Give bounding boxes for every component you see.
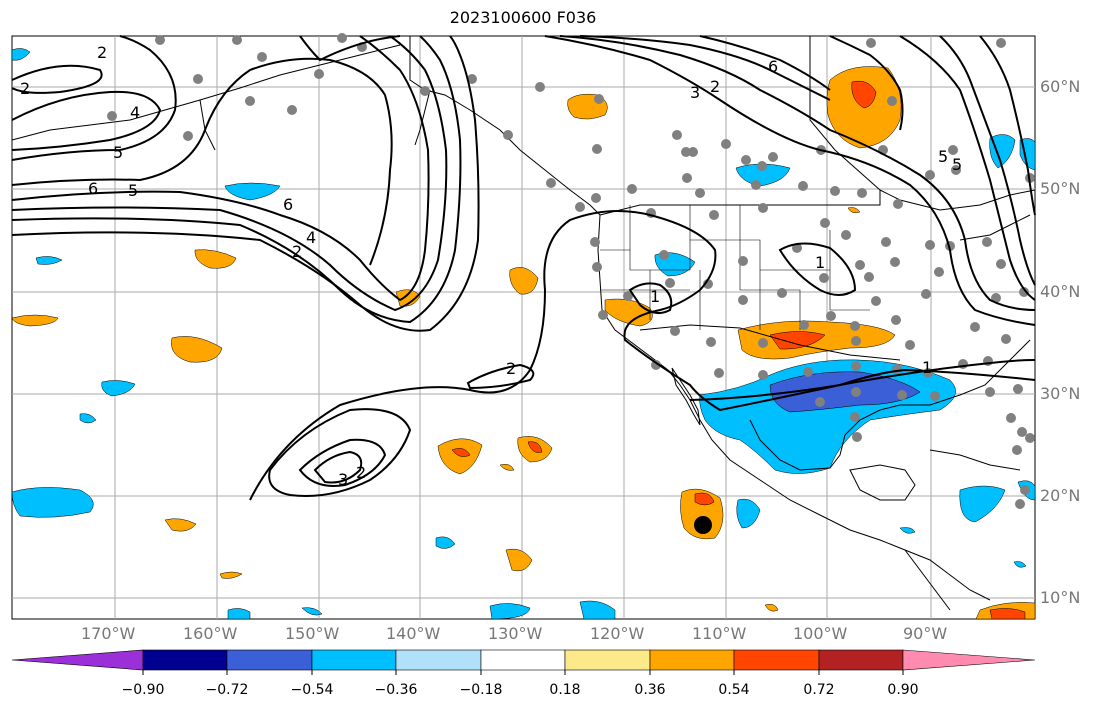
contour-lines bbox=[11, 35, 1036, 501]
contour-label: 5 bbox=[952, 155, 962, 174]
colorbar-segment bbox=[564, 649, 651, 671]
colorbar-segment bbox=[142, 649, 228, 671]
positive-shading bbox=[11, 66, 1036, 620]
lon-label: 160°W bbox=[183, 624, 238, 643]
contour-label: 2 bbox=[506, 359, 516, 378]
lon-label: 110°W bbox=[692, 624, 747, 643]
contour-label: 1 bbox=[650, 287, 660, 306]
contour-label: 5 bbox=[128, 181, 138, 200]
lon-label: 90°W bbox=[903, 624, 948, 643]
lat-label: 60°N bbox=[1040, 77, 1081, 96]
station-markers bbox=[107, 33, 1035, 509]
colorbar-tick-label: 0.72 bbox=[803, 682, 835, 698]
colorbar-tick-label: −0.72 bbox=[205, 682, 249, 698]
colorbar-segment bbox=[395, 649, 482, 671]
lat-label: 40°N bbox=[1040, 282, 1081, 301]
lat-label: 10°N bbox=[1040, 588, 1081, 607]
colorbar-tick-label: 0.54 bbox=[718, 682, 750, 698]
contour-label: 6 bbox=[768, 57, 778, 76]
lon-label: 130°W bbox=[488, 624, 543, 643]
contour-label: 6 bbox=[88, 179, 98, 198]
page-title: 2023100600 F036 bbox=[449, 8, 597, 27]
contour-label: 2 bbox=[292, 242, 302, 261]
colorbar-tick-label: −0.18 bbox=[459, 682, 503, 698]
colorbar-segment bbox=[649, 649, 735, 671]
lon-label: 100°W bbox=[793, 624, 848, 643]
colorbar-segment bbox=[733, 649, 820, 671]
contour-label: 2 bbox=[20, 79, 30, 98]
contour-label: 2 bbox=[710, 77, 720, 96]
colorbar-segment bbox=[311, 649, 397, 671]
contour-label: 4 bbox=[130, 103, 140, 122]
storm-center-marker bbox=[694, 516, 712, 534]
colorbar-tick-label: 0.90 bbox=[887, 682, 919, 698]
lon-label: 170°W bbox=[81, 624, 136, 643]
contour-label: 2 bbox=[97, 43, 107, 62]
colorbar-tick-label: −0.36 bbox=[374, 682, 418, 698]
contour-label: 5 bbox=[113, 143, 123, 162]
colorbar-segment bbox=[480, 649, 566, 671]
contour-label: 4 bbox=[306, 228, 316, 247]
colorbar-tick-label: 0.18 bbox=[549, 682, 581, 698]
contour-label-group: 2 4 5 6 5 2 6 4 2 3 2 6 5 1 1 2 3 2 1 5 bbox=[20, 43, 962, 489]
colorbar-ticks bbox=[142, 670, 904, 675]
colorbar bbox=[11, 649, 1036, 671]
colorbar-segment bbox=[818, 649, 904, 671]
contour-label: 6 bbox=[283, 195, 293, 214]
colorbar-tick-label: 0.36 bbox=[634, 682, 666, 698]
state-borders bbox=[600, 205, 870, 330]
lat-label: 20°N bbox=[1040, 486, 1081, 505]
lon-label: 120°W bbox=[590, 624, 645, 643]
contour-label: 5 bbox=[938, 147, 948, 166]
lat-label: 50°N bbox=[1040, 179, 1081, 198]
colorbar-tick-label: −0.54 bbox=[290, 682, 334, 698]
contour-label: 3 bbox=[338, 470, 348, 489]
contour-label: 1 bbox=[922, 358, 932, 377]
colorbar-extend-high bbox=[902, 649, 1036, 671]
lon-label: 140°W bbox=[386, 624, 441, 643]
colorbar-segment bbox=[226, 649, 313, 671]
lat-label: 30°N bbox=[1040, 384, 1081, 403]
contour-label: 1 bbox=[815, 253, 825, 272]
contour-label: 2 bbox=[356, 463, 366, 482]
colorbar-tick-label: −0.90 bbox=[121, 682, 165, 698]
colorbar-extend-low bbox=[11, 649, 144, 671]
contour-label: 3 bbox=[690, 83, 700, 102]
lon-label: 150°W bbox=[285, 624, 340, 643]
